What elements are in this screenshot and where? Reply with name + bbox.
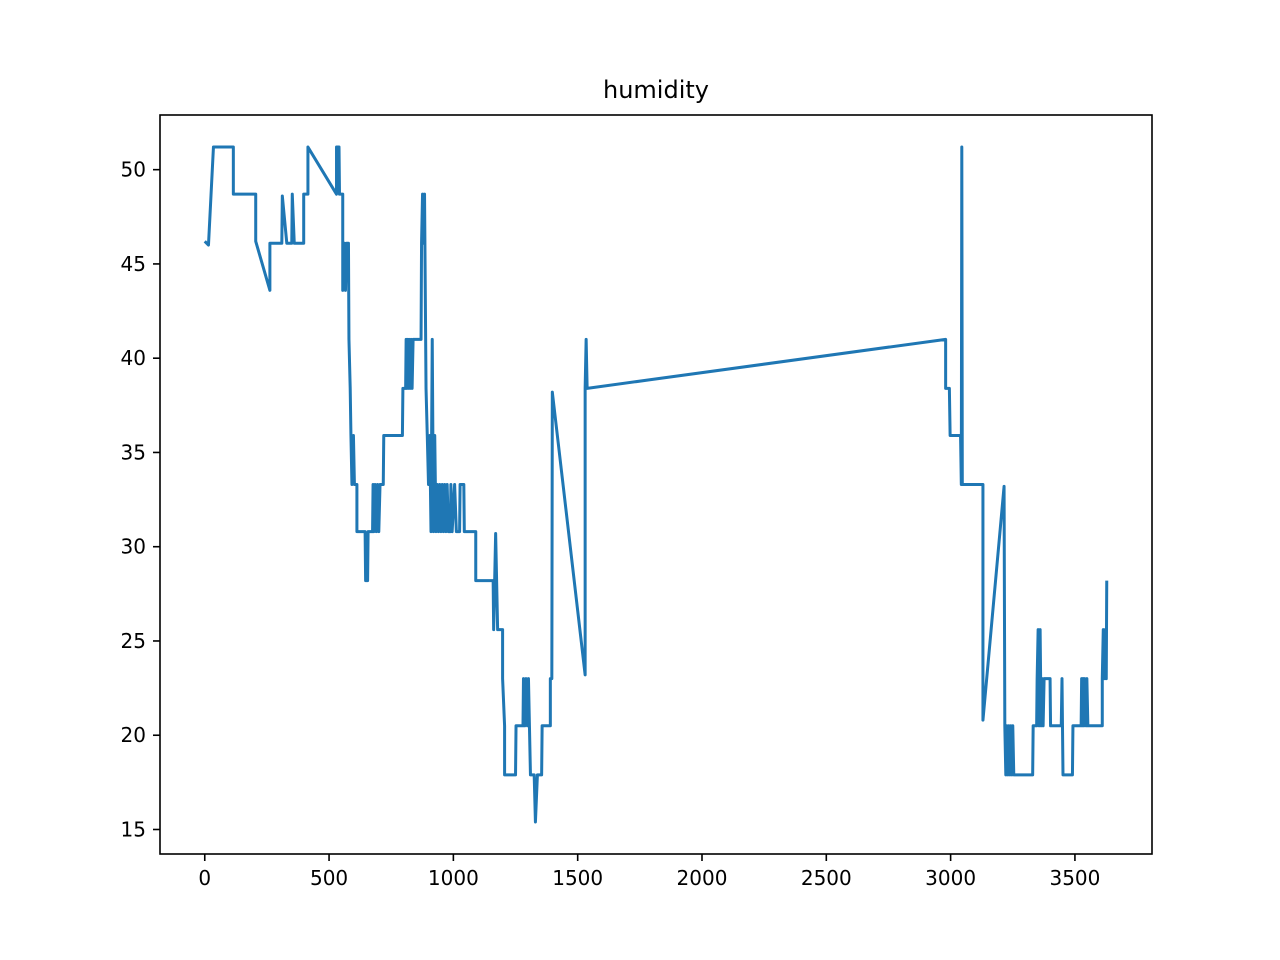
x-tick-label: 0 [198, 866, 211, 890]
y-tick-label: 45 [121, 252, 146, 276]
x-axis: 0 500 1000 1500 2000 2500 3000 3500 [198, 854, 1100, 890]
x-tick-label: 500 [310, 866, 348, 890]
x-tick-label: 3000 [925, 866, 976, 890]
y-tick-label: 35 [121, 440, 146, 464]
x-tick-label: 2500 [801, 866, 852, 890]
y-tick-label: 40 [121, 346, 146, 370]
axes-frame [159, 114, 1153, 855]
series-line-0 [203, 145, 1109, 824]
x-tick-label: 3500 [1049, 866, 1100, 890]
chart-title: humidity [603, 76, 709, 104]
y-tick-label: 25 [121, 629, 146, 653]
x-tick-label: 1500 [552, 866, 603, 890]
y-tick-label: 50 [121, 158, 146, 182]
x-tick-label: 2000 [677, 866, 728, 890]
y-tick-label: 20 [121, 723, 146, 747]
data-layer [203, 145, 1109, 824]
y-axis: 15 20 25 30 35 40 45 50 [121, 158, 160, 841]
x-tick-label: 1000 [428, 866, 479, 890]
y-tick-label: 15 [121, 817, 146, 841]
plot-area: 0 500 1000 1500 2000 2500 3000 3500 15 20 25 30 35 4… [121, 114, 1153, 890]
y-tick-label: 30 [121, 535, 146, 559]
